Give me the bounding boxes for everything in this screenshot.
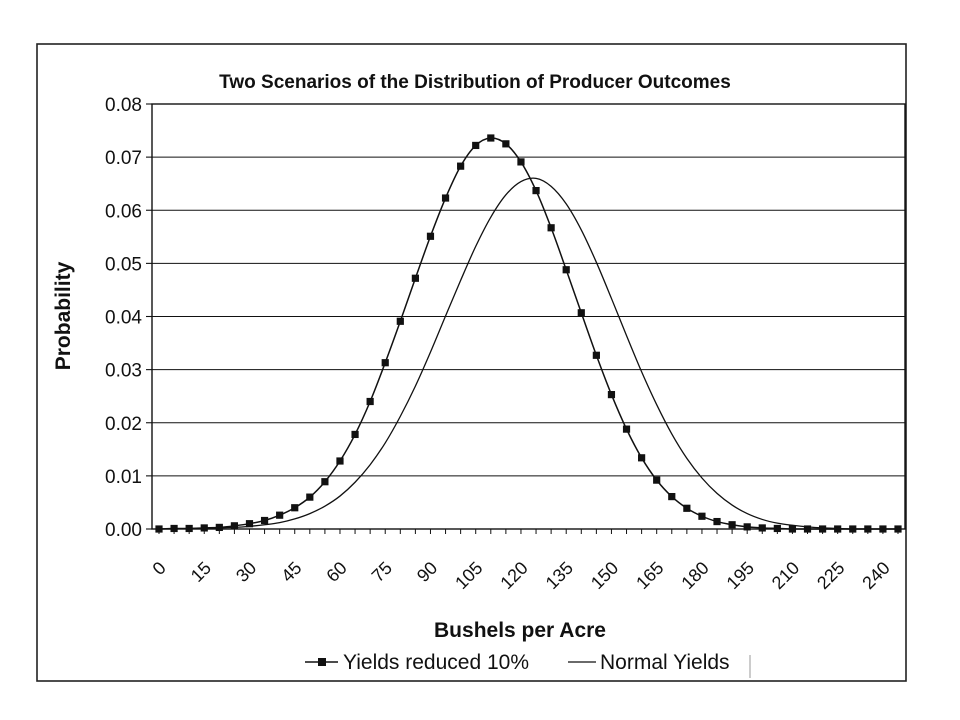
data-point [441,194,450,202]
x-tick-label: 195 [723,558,758,593]
x-tick-label: 105 [451,558,486,593]
x-tick-label: 60 [323,558,351,586]
x-tick-label: 240 [858,558,893,593]
x-tick-label: 180 [677,558,712,593]
data-point [592,351,600,359]
x-tick-label: 75 [368,558,396,586]
data-point [728,521,736,529]
series [155,134,902,533]
y-tick-label: 0.04 [105,308,142,329]
y-tick-labels: 0.00 0.01 0.02 0.03 0.04 0.05 0.06 0.07 0.08 [105,95,142,541]
x-tick-label: 30 [232,558,260,586]
y-tick-label: 0.06 [105,201,142,222]
y-axis-title: Probability [52,261,75,370]
data-point [517,158,525,166]
data-point [351,430,359,439]
data-point [245,520,254,528]
y-tick-label: 0.05 [105,254,142,275]
data-point [396,317,404,325]
data-point [577,309,585,317]
data-point [306,493,314,501]
series-line-yields-reduced [158,137,898,530]
x-tick-label: 90 [413,558,441,586]
x-tick-label: 45 [277,558,305,586]
x-tick-label: 225 [813,558,848,593]
data-point [426,232,435,240]
data-point [638,454,646,462]
data-point [291,504,299,512]
data-point [502,140,510,148]
data-point [260,516,269,525]
data-point [818,525,827,533]
data-point [547,224,555,232]
legend-label-reduced: Yields reduced 10% [343,651,529,674]
data-point [758,524,766,532]
data-point [713,517,721,526]
data-point [622,425,631,433]
chart-border [36,43,907,682]
x-tick-label: 120 [496,558,531,593]
x-axis-title: Bushels per Acre [434,619,606,642]
data-point [607,390,616,399]
y-tick-label: 0.08 [105,95,142,116]
y-tick-label: 0.01 [105,467,142,488]
y-tick-label: 0.07 [105,148,142,169]
x-tick-label: 15 [187,558,215,586]
data-point [230,522,239,530]
data-point [366,397,374,406]
data-point [562,266,570,274]
data-point [472,141,480,150]
gridlines [146,103,905,530]
data-point [336,457,344,465]
data-point [381,359,389,367]
data-point [653,476,661,484]
data-point [773,524,781,533]
legend-label-normal: Normal Yields [600,651,730,674]
data-point [803,525,812,533]
series-line-normal-yields [158,177,898,530]
legend: Yields reduced 10% Normal Yields [305,651,751,678]
data-point [788,525,797,533]
y-tick-label: 0.00 [105,520,142,541]
legend-marker-reduced [318,658,326,666]
chart-title: Two Scenarios of the Distribution of Pro… [219,72,731,93]
data-point [743,523,751,531]
data-point [457,162,465,170]
y-tick-label: 0.03 [105,361,142,382]
data-point [321,478,329,486]
data-point [668,492,676,501]
y-tick-label: 0.02 [105,414,142,435]
x-tick-label: 135 [542,558,577,593]
x-tick-label: 0 [149,558,170,579]
x-tick-label: 165 [632,558,667,593]
x-tick-label: 150 [587,558,622,593]
x-tick-label: 210 [768,558,803,593]
x-tick-labels: 0 15 30 45 60 75 90 105 120 135 150 165 180 195 210 225… [149,529,899,593]
data-point [698,512,706,520]
data-point [683,504,691,512]
plot-area [151,103,906,530]
data-point [532,186,540,195]
data-point [487,134,495,142]
data-point [411,274,419,282]
data-point [276,511,284,519]
